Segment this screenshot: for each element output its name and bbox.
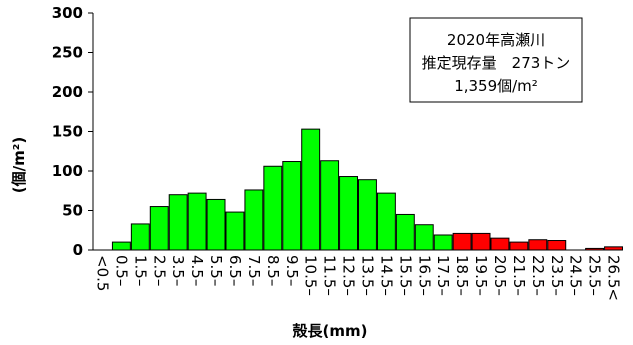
x-tick-label: 9.5– — [283, 255, 301, 286]
y-tick-label: 200 — [52, 83, 83, 101]
x-tick-label: 4.5– — [188, 255, 206, 286]
x-tick-label: 12.5– — [340, 255, 358, 296]
x-tick-label: 22.5– — [529, 255, 547, 296]
bar — [376, 192, 396, 251]
annotation-line-2: 推定現存量 273トン — [422, 54, 571, 72]
bar — [130, 223, 150, 251]
bar — [471, 232, 491, 251]
bars — [111, 128, 623, 251]
y-axis-ticks: 0 50 100 150 200 250 300 — [52, 4, 93, 259]
bar — [206, 198, 226, 251]
bar — [244, 189, 264, 251]
x-axis-label: 殻長(mm) — [293, 322, 368, 340]
x-tick-label: 15.5– — [396, 255, 414, 296]
bar — [320, 160, 340, 251]
bar — [282, 161, 302, 251]
x-tick-label: 24.5– — [567, 255, 585, 296]
x-tick-label: 16.5– — [415, 255, 433, 296]
bar — [414, 224, 434, 251]
bar — [358, 179, 377, 251]
x-tick-label: 1.5– — [131, 255, 149, 286]
x-tick-label: 6.5– — [226, 255, 244, 286]
y-tick-label: 250 — [52, 44, 83, 62]
x-tick-label: 20.5– — [491, 255, 509, 296]
x-tick-label: 5.5– — [207, 255, 225, 286]
x-tick-label: 11.5– — [321, 255, 339, 296]
x-tick-label: 10.5– — [302, 255, 320, 296]
bar — [433, 234, 453, 251]
x-tick-label: 19.5– — [472, 255, 490, 296]
annotation-box: 2020年高瀬川 推定現存量 273トン 1,359個/m² — [409, 17, 583, 103]
x-tick-label: 21.5– — [510, 255, 528, 296]
bar — [301, 128, 321, 251]
y-tick-label: 100 — [52, 162, 83, 180]
x-tick-label: 7.5– — [245, 255, 263, 286]
x-tick-label: 25.5– — [586, 255, 604, 296]
bar — [452, 232, 472, 251]
y-axis-label: (個/m²) — [10, 137, 28, 193]
bar — [263, 165, 283, 251]
y-tick-label: 300 — [52, 4, 83, 22]
bar — [149, 206, 169, 251]
x-tick-label: 8.5– — [264, 255, 282, 286]
x-axis-ticks: <0.5 0.5– 1.5– 2.5– 3.5– 4.5– 5.5– 6.5– 7.5– 8.5–… — [93, 255, 622, 301]
bar — [225, 211, 245, 251]
bar — [339, 176, 359, 251]
x-tick-label: <0.5 — [93, 255, 111, 291]
x-tick-label: 0.5– — [112, 255, 130, 286]
bar — [509, 241, 529, 251]
bar — [395, 213, 415, 251]
x-tick-label: 13.5– — [358, 255, 376, 296]
x-tick-label: 23.5– — [548, 255, 566, 296]
x-tick-label: 3.5– — [169, 255, 187, 286]
bar — [187, 192, 207, 251]
bar — [547, 240, 567, 251]
bar — [528, 239, 548, 251]
bar — [168, 194, 188, 251]
x-tick-label: 18.5– — [453, 255, 471, 296]
x-tick-label: 2.5– — [150, 255, 168, 286]
bar — [111, 241, 131, 251]
x-tick-label: 26.5< — [605, 255, 623, 301]
bar — [490, 237, 510, 251]
annotation-line-1: 2020年高瀬川 — [447, 31, 545, 49]
y-tick-label: 0 — [73, 241, 83, 259]
y-tick-label: 150 — [52, 123, 83, 141]
x-tick-label: 17.5– — [434, 255, 452, 296]
annotation-line-3: 1,359個/m² — [454, 77, 538, 95]
x-tick-label: 14.5– — [377, 255, 395, 296]
y-tick-label: 50 — [62, 202, 83, 220]
